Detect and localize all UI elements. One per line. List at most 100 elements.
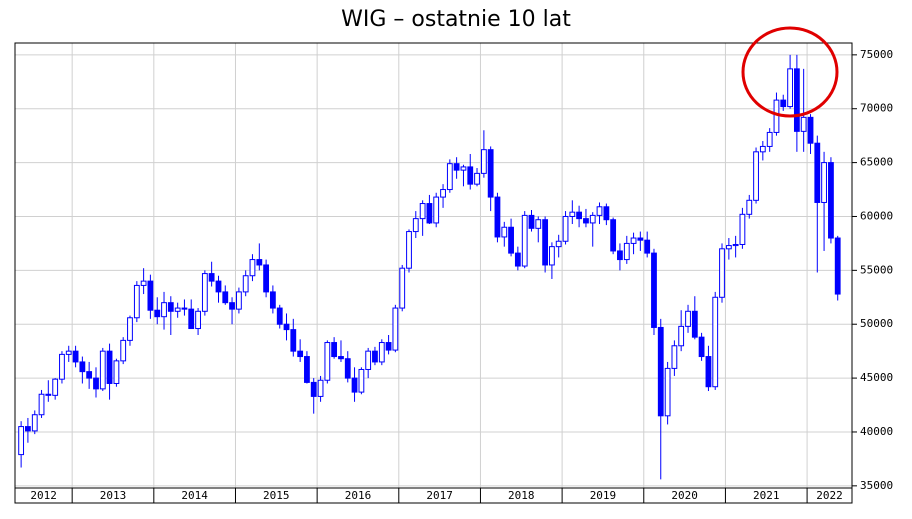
candle-body bbox=[331, 342, 338, 358]
candle-body bbox=[106, 350, 113, 384]
candle-body bbox=[283, 323, 290, 331]
candle-body bbox=[623, 242, 630, 261]
candle-body bbox=[276, 307, 283, 325]
candle-body bbox=[576, 211, 582, 220]
candle-body bbox=[324, 342, 331, 381]
y-tick-label: 35000 bbox=[860, 479, 893, 492]
chart-title: WIG – ostatnie 10 lat bbox=[341, 7, 571, 32]
candle-body bbox=[732, 243, 739, 247]
candle-body bbox=[528, 214, 535, 229]
x-tick-label: 2015 bbox=[263, 489, 290, 502]
candle-body bbox=[719, 248, 725, 298]
candle-body bbox=[793, 68, 800, 132]
candle-body bbox=[501, 226, 508, 238]
candle-body bbox=[38, 393, 45, 416]
candle-body bbox=[351, 377, 358, 393]
candle-body bbox=[834, 237, 841, 295]
candle-body bbox=[644, 239, 651, 254]
candle-body bbox=[589, 214, 596, 224]
candle-body bbox=[52, 378, 59, 396]
candle-body bbox=[18, 426, 25, 456]
x-tick-label: 2017 bbox=[426, 489, 453, 502]
candle-body bbox=[140, 280, 147, 286]
candle-body bbox=[821, 162, 827, 203]
candle-body bbox=[712, 296, 719, 388]
candle-body bbox=[59, 353, 65, 380]
candle-body bbox=[664, 367, 671, 417]
candle-body bbox=[412, 218, 419, 233]
candle-body bbox=[828, 162, 834, 239]
candle-body bbox=[753, 151, 759, 201]
candle-body bbox=[569, 211, 576, 217]
candle-body bbox=[256, 259, 263, 266]
candle-body bbox=[263, 264, 270, 293]
candle-body bbox=[426, 203, 433, 224]
candle-body bbox=[657, 326, 664, 417]
candle-body bbox=[215, 280, 222, 293]
candle-body bbox=[86, 371, 93, 379]
candle-body bbox=[181, 307, 188, 310]
candle-body bbox=[535, 219, 542, 229]
candle-body bbox=[133, 284, 140, 319]
candle-body bbox=[508, 226, 514, 254]
candle-body bbox=[72, 350, 79, 363]
candle-body bbox=[555, 240, 562, 248]
candle-body bbox=[127, 317, 133, 341]
candle-body bbox=[310, 381, 317, 397]
candle-body bbox=[344, 358, 351, 379]
candle-body bbox=[338, 356, 344, 360]
candle-body bbox=[269, 291, 276, 309]
candle-body bbox=[195, 310, 201, 330]
candle-body bbox=[378, 342, 385, 363]
candle-body bbox=[780, 99, 787, 108]
x-tick-label: 2018 bbox=[508, 489, 535, 502]
candle-body bbox=[392, 307, 399, 351]
candle-body bbox=[630, 237, 637, 244]
candle-body bbox=[603, 206, 610, 221]
candle-body bbox=[433, 196, 440, 224]
candle-body bbox=[358, 368, 365, 393]
candle-body bbox=[65, 350, 72, 355]
candle-body bbox=[365, 350, 372, 370]
candle-body bbox=[399, 267, 406, 309]
y-tick-label: 75000 bbox=[860, 48, 893, 61]
candle-body bbox=[610, 219, 617, 252]
candle-body bbox=[113, 360, 120, 384]
candle-body bbox=[562, 215, 569, 242]
y-tick-label: 50000 bbox=[860, 317, 893, 330]
candle-body bbox=[236, 291, 242, 310]
candle-body bbox=[678, 325, 685, 347]
candle-body bbox=[474, 172, 480, 185]
candle-body bbox=[800, 116, 807, 132]
candle-body bbox=[691, 310, 698, 338]
candle-body bbox=[521, 214, 528, 267]
candle-body bbox=[446, 163, 453, 191]
y-tick-label: 60000 bbox=[860, 209, 893, 222]
candle-body bbox=[406, 231, 412, 269]
candle-body bbox=[188, 308, 195, 330]
grid bbox=[15, 43, 852, 488]
x-tick-label: 2016 bbox=[345, 489, 372, 502]
candle-body bbox=[739, 213, 746, 245]
candle-body bbox=[154, 309, 161, 318]
x-tick-label: 2012 bbox=[30, 489, 57, 502]
candle-body bbox=[698, 336, 705, 358]
candle-body bbox=[93, 377, 99, 390]
candle-body bbox=[637, 237, 644, 241]
plot-frame bbox=[14, 42, 853, 489]
candle-body bbox=[167, 302, 174, 312]
candle-body bbox=[147, 280, 154, 311]
candle-body bbox=[45, 393, 52, 396]
candle-body bbox=[208, 273, 215, 282]
x-tick-label: 2022 bbox=[816, 489, 843, 502]
candle-body bbox=[242, 275, 249, 293]
candle-body bbox=[542, 219, 549, 266]
candle-body bbox=[617, 250, 623, 261]
candle-body bbox=[385, 342, 392, 351]
y-tick-label: 45000 bbox=[860, 371, 893, 384]
x-axis-band bbox=[14, 487, 853, 504]
candle-body bbox=[297, 350, 304, 358]
candle-body bbox=[705, 356, 712, 388]
candle-body bbox=[222, 291, 229, 304]
candle-body bbox=[583, 218, 589, 224]
